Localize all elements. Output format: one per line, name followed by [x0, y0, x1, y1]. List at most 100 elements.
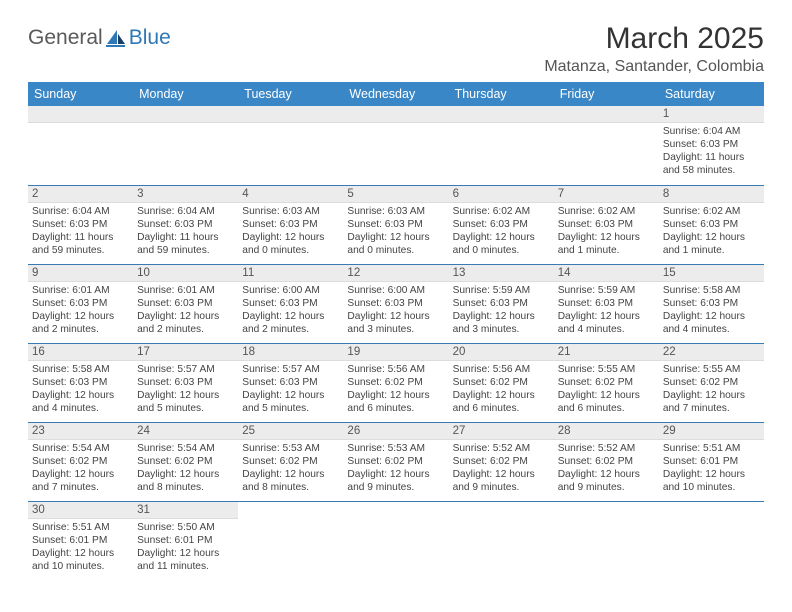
sunrise-text: Sunrise: 6:00 AM — [242, 284, 339, 297]
calendar-row: 9Sunrise: 6:01 AMSunset: 6:03 PMDaylight… — [28, 264, 764, 343]
day-number: 27 — [449, 423, 554, 440]
logo-text-blue: Blue — [129, 26, 171, 50]
logo: General Blue — [28, 22, 171, 50]
day-details: Sunrise: 5:52 AMSunset: 6:02 PMDaylight:… — [554, 440, 659, 497]
day-number: 6 — [449, 186, 554, 203]
day-cell: 1Sunrise: 6:04 AMSunset: 6:03 PMDaylight… — [659, 106, 764, 185]
sunset-text: Sunset: 6:03 PM — [558, 297, 655, 310]
day-cell: 10Sunrise: 6:01 AMSunset: 6:03 PMDayligh… — [133, 264, 238, 343]
day-details: Sunrise: 5:58 AMSunset: 6:03 PMDaylight:… — [659, 282, 764, 339]
day-number: 24 — [133, 423, 238, 440]
sunrise-text: Sunrise: 6:04 AM — [32, 205, 129, 218]
daylight-line2: and 59 minutes. — [32, 244, 129, 257]
day-cell: 2Sunrise: 6:04 AMSunset: 6:03 PMDaylight… — [28, 185, 133, 264]
daylight-line1: Daylight: 12 hours — [453, 389, 550, 402]
sunset-text: Sunset: 6:02 PM — [558, 376, 655, 389]
daylight-line1: Daylight: 12 hours — [32, 468, 129, 481]
sunrise-text: Sunrise: 5:50 AM — [137, 521, 234, 534]
daylight-line2: and 11 minutes. — [137, 560, 234, 573]
day-details: Sunrise: 6:01 AMSunset: 6:03 PMDaylight:… — [133, 282, 238, 339]
day-details: Sunrise: 6:04 AMSunset: 6:03 PMDaylight:… — [28, 203, 133, 260]
sunset-text: Sunset: 6:02 PM — [663, 376, 760, 389]
weekday-saturday: Saturday — [659, 82, 764, 106]
sunrise-text: Sunrise: 5:53 AM — [242, 442, 339, 455]
sunrise-text: Sunrise: 6:02 AM — [663, 205, 760, 218]
sunset-text: Sunset: 6:03 PM — [137, 218, 234, 231]
day-cell: 9Sunrise: 6:01 AMSunset: 6:03 PMDaylight… — [28, 264, 133, 343]
sunrise-text: Sunrise: 6:01 AM — [137, 284, 234, 297]
location: Matanza, Santander, Colombia — [544, 58, 764, 76]
day-cell: 31Sunrise: 5:50 AMSunset: 6:01 PMDayligh… — [133, 501, 238, 580]
sunrise-text: Sunrise: 6:02 AM — [453, 205, 550, 218]
daylight-line1: Daylight: 11 hours — [137, 231, 234, 244]
sunset-text: Sunset: 6:02 PM — [453, 455, 550, 468]
day-details: Sunrise: 5:56 AMSunset: 6:02 PMDaylight:… — [449, 361, 554, 418]
day-details: Sunrise: 6:00 AMSunset: 6:03 PMDaylight:… — [238, 282, 343, 339]
calendar-row: 1Sunrise: 6:04 AMSunset: 6:03 PMDaylight… — [28, 106, 764, 185]
weekday-thursday: Thursday — [449, 82, 554, 106]
daylight-line1: Daylight: 12 hours — [242, 310, 339, 323]
day-cell: 15Sunrise: 5:58 AMSunset: 6:03 PMDayligh… — [659, 264, 764, 343]
sunset-text: Sunset: 6:03 PM — [32, 218, 129, 231]
daylight-line2: and 4 minutes. — [32, 402, 129, 415]
weekday-wednesday: Wednesday — [343, 82, 448, 106]
day-number: 12 — [343, 265, 448, 282]
day-number: 20 — [449, 344, 554, 361]
day-details: Sunrise: 5:50 AMSunset: 6:01 PMDaylight:… — [133, 519, 238, 576]
day-cell: 14Sunrise: 5:59 AMSunset: 6:03 PMDayligh… — [554, 264, 659, 343]
sunrise-text: Sunrise: 6:00 AM — [347, 284, 444, 297]
day-details: Sunrise: 5:52 AMSunset: 6:02 PMDaylight:… — [449, 440, 554, 497]
empty-cell — [238, 501, 343, 580]
day-details: Sunrise: 5:59 AMSunset: 6:03 PMDaylight:… — [449, 282, 554, 339]
calendar-table: SundayMondayTuesdayWednesdayThursdayFrid… — [28, 82, 764, 580]
sunrise-text: Sunrise: 5:51 AM — [663, 442, 760, 455]
day-cell: 27Sunrise: 5:52 AMSunset: 6:02 PMDayligh… — [449, 422, 554, 501]
sunrise-text: Sunrise: 6:03 AM — [347, 205, 444, 218]
daylight-line1: Daylight: 11 hours — [32, 231, 129, 244]
calendar-row: 16Sunrise: 5:58 AMSunset: 6:03 PMDayligh… — [28, 343, 764, 422]
sunset-text: Sunset: 6:03 PM — [137, 297, 234, 310]
day-details: Sunrise: 6:02 AMSunset: 6:03 PMDaylight:… — [659, 203, 764, 260]
daylight-line2: and 6 minutes. — [453, 402, 550, 415]
sunrise-text: Sunrise: 5:59 AM — [558, 284, 655, 297]
daylight-line1: Daylight: 12 hours — [453, 310, 550, 323]
daylight-line1: Daylight: 12 hours — [558, 468, 655, 481]
day-cell: 11Sunrise: 6:00 AMSunset: 6:03 PMDayligh… — [238, 264, 343, 343]
day-number: 10 — [133, 265, 238, 282]
daylight-line1: Daylight: 12 hours — [137, 310, 234, 323]
daylight-line2: and 2 minutes. — [242, 323, 339, 336]
empty-daynum — [238, 106, 343, 123]
sunrise-text: Sunrise: 5:51 AM — [32, 521, 129, 534]
calendar-row: 30Sunrise: 5:51 AMSunset: 6:01 PMDayligh… — [28, 501, 764, 580]
day-details: Sunrise: 5:51 AMSunset: 6:01 PMDaylight:… — [28, 519, 133, 576]
day-details: Sunrise: 6:00 AMSunset: 6:03 PMDaylight:… — [343, 282, 448, 339]
daylight-line2: and 6 minutes. — [558, 402, 655, 415]
daylight-line1: Daylight: 12 hours — [347, 231, 444, 244]
daylight-line1: Daylight: 12 hours — [347, 468, 444, 481]
sunset-text: Sunset: 6:02 PM — [32, 455, 129, 468]
day-details: Sunrise: 5:58 AMSunset: 6:03 PMDaylight:… — [28, 361, 133, 418]
daylight-line1: Daylight: 12 hours — [663, 231, 760, 244]
empty-cell — [554, 106, 659, 185]
sunrise-text: Sunrise: 5:56 AM — [347, 363, 444, 376]
day-details: Sunrise: 5:56 AMSunset: 6:02 PMDaylight:… — [343, 361, 448, 418]
sunrise-text: Sunrise: 6:02 AM — [558, 205, 655, 218]
day-details: Sunrise: 5:51 AMSunset: 6:01 PMDaylight:… — [659, 440, 764, 497]
sunset-text: Sunset: 6:03 PM — [347, 297, 444, 310]
weekday-sunday: Sunday — [28, 82, 133, 106]
weekday-tuesday: Tuesday — [238, 82, 343, 106]
daylight-line2: and 6 minutes. — [347, 402, 444, 415]
day-cell: 30Sunrise: 5:51 AMSunset: 6:01 PMDayligh… — [28, 501, 133, 580]
sunset-text: Sunset: 6:03 PM — [137, 376, 234, 389]
empty-cell — [343, 106, 448, 185]
sunset-text: Sunset: 6:03 PM — [663, 138, 760, 151]
weekday-header-row: SundayMondayTuesdayWednesdayThursdayFrid… — [28, 82, 764, 106]
sunrise-text: Sunrise: 5:55 AM — [558, 363, 655, 376]
daylight-line1: Daylight: 12 hours — [242, 468, 339, 481]
sunset-text: Sunset: 6:02 PM — [453, 376, 550, 389]
calendar-body: 1Sunrise: 6:04 AMSunset: 6:03 PMDaylight… — [28, 106, 764, 580]
day-cell: 21Sunrise: 5:55 AMSunset: 6:02 PMDayligh… — [554, 343, 659, 422]
sunset-text: Sunset: 6:03 PM — [453, 218, 550, 231]
sunrise-text: Sunrise: 5:58 AM — [663, 284, 760, 297]
sunrise-text: Sunrise: 5:59 AM — [453, 284, 550, 297]
